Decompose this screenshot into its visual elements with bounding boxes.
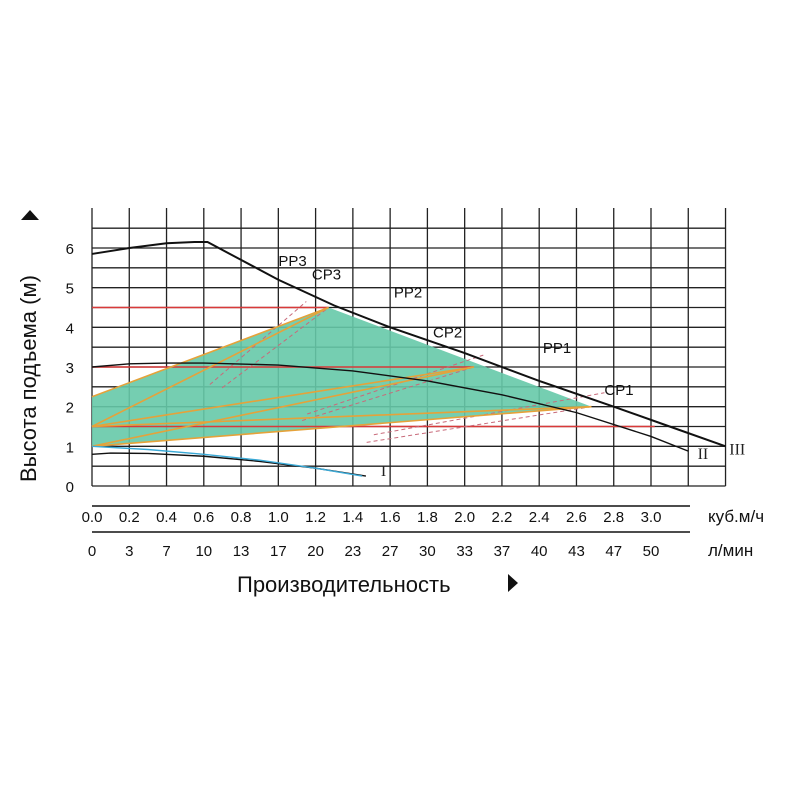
- control-line-cp1: [91, 405, 592, 428]
- curve-label-pp3: PP3: [278, 253, 306, 270]
- speed-label-ii: II: [698, 446, 709, 463]
- x2-tick-label: 7: [162, 543, 170, 560]
- system-curve-cp1: [366, 406, 592, 443]
- pump-curve-i-lower: [91, 445, 363, 477]
- pump-curve-ii: [91, 362, 689, 452]
- x-tick-label: 2.4: [529, 509, 550, 526]
- y-axis-title: Высота подъема (м): [16, 275, 41, 482]
- x2-tick-label: 40: [531, 543, 548, 560]
- x2-tick-label: 17: [270, 543, 287, 560]
- x-tick-label: 1.4: [342, 509, 363, 526]
- x-axis-arrow-icon: [508, 574, 518, 592]
- x2-unit-label: л/мин: [708, 541, 753, 560]
- x2-tick-label: 10: [195, 543, 212, 560]
- y-tick-label: 3: [66, 360, 74, 377]
- x-tick-label: 3.0: [641, 509, 662, 526]
- x2-tick-label: 43: [568, 543, 585, 560]
- x-tick-label: 1.8: [417, 509, 438, 526]
- curve-label-pp1: PP1: [543, 340, 571, 357]
- x-tick-label: 0.4: [156, 509, 177, 526]
- axes: 0.0 0.2 0.4 0.6 0.8 1.0 1.2 1.4 1.6 1.8 2.0 2.2 2.4 2…: [66, 241, 690, 560]
- x-tick-label: 0.0: [82, 509, 103, 526]
- curve-label-cp3: CP3: [312, 267, 341, 284]
- curve-label-pp2: PP2: [394, 285, 422, 302]
- curve-label-cp1: CP1: [604, 382, 633, 399]
- x-tick-label: 2.6: [566, 509, 587, 526]
- x-tick-label: 0.6: [193, 509, 214, 526]
- x2-tick-label: 0: [88, 543, 96, 560]
- x2-tick-label: 23: [345, 543, 362, 560]
- system-curve-cp3: [221, 307, 329, 389]
- x2-tick-label: 20: [307, 543, 324, 560]
- x-tick-label: 1.0: [268, 509, 289, 526]
- x2-tick-label: 3: [125, 543, 133, 560]
- x2-tick-label: 33: [456, 543, 473, 560]
- x2-tick-label: 13: [233, 543, 250, 560]
- y-tick-label: 1: [66, 439, 74, 456]
- y-tick-label: 6: [66, 241, 74, 258]
- y-axis-arrow-icon: [21, 210, 39, 220]
- y-tick-label: 4: [66, 320, 74, 337]
- control-line-pp2: [91, 366, 475, 428]
- x-tick-label: 2.0: [454, 509, 475, 526]
- system-curve-pp2: [307, 354, 484, 415]
- x2-tick-label: 50: [643, 543, 660, 560]
- x-tick-label: 0.8: [231, 509, 252, 526]
- x-tick-label: 1.6: [380, 509, 401, 526]
- x-tick-label: 2.8: [603, 509, 624, 526]
- x-tick-label: 1.2: [305, 509, 326, 526]
- curve-label-cp2: CP2: [433, 324, 462, 341]
- x-unit-label: куб.м/ч: [708, 507, 764, 526]
- control-line-pp1: [91, 405, 592, 448]
- x2-tick-label: 47: [605, 543, 622, 560]
- x2-tick-label: 27: [382, 543, 399, 560]
- y-tick-label: 0: [66, 479, 74, 496]
- x2-tick-label: 30: [419, 543, 436, 560]
- x-tick-label: 0.2: [119, 509, 140, 526]
- speed-label-iii: III: [729, 441, 745, 458]
- control-line-cp2: [91, 366, 475, 448]
- x-axis-title: Производительность: [237, 572, 451, 597]
- pump-curve-iii: [91, 241, 726, 448]
- lines: [91, 241, 726, 477]
- control-line-pp3: [91, 306, 329, 398]
- x2-tick-label: 37: [494, 543, 511, 560]
- speed-label-i: I: [381, 463, 386, 480]
- x-tick-label: 2.2: [492, 509, 513, 526]
- y-tick-label: 2: [66, 400, 74, 417]
- y-tick-label: 5: [66, 281, 74, 298]
- system-curve-cp2: [301, 366, 475, 422]
- control-line-cp3: [91, 306, 330, 428]
